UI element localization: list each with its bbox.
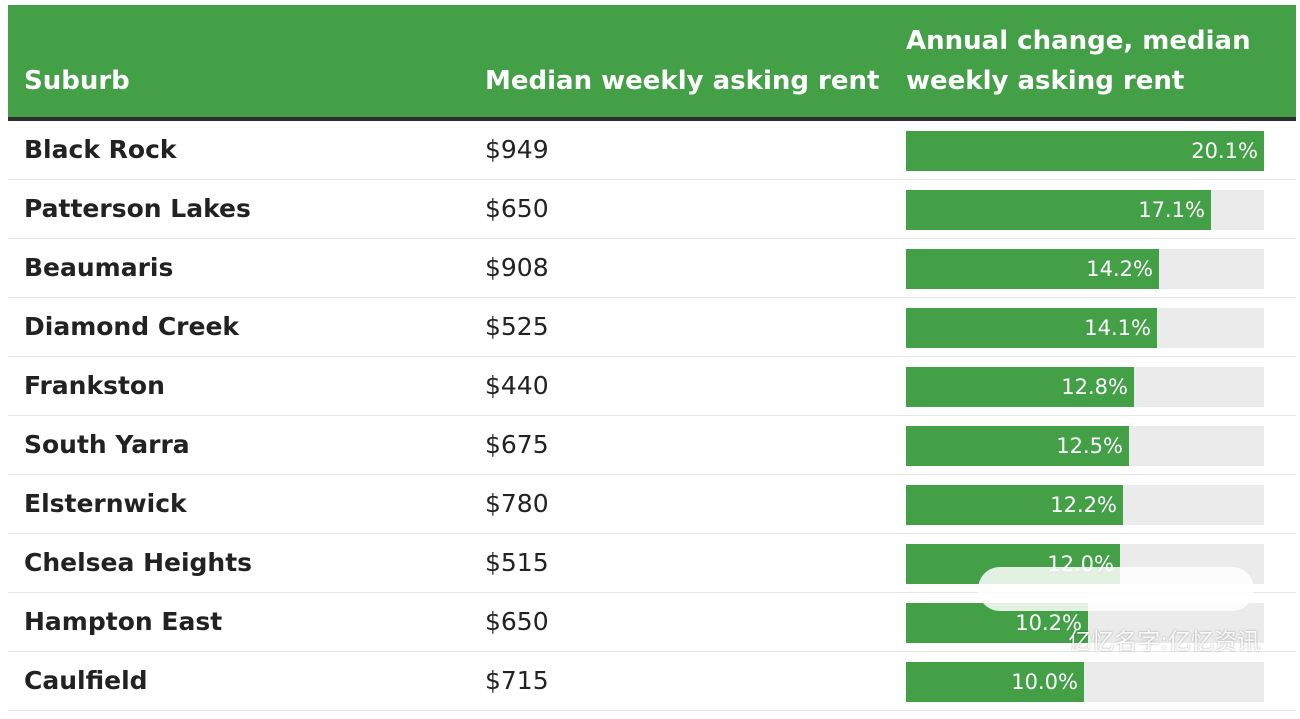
header-annual-change: Annual change, median weekly asking rent [906,26,1251,96]
median-rent-value: $525 [485,312,549,341]
suburb-name: Elsternwick [24,489,187,518]
table-row: South Yarra $675 12.5% [8,416,1296,475]
change-bar-track: 12.5% [906,426,1264,466]
table-row: Black Rock $949 20.1% [8,121,1296,180]
change-bar-label: 17.1% [1138,198,1205,222]
median-rent-value: $715 [485,666,549,695]
suburb-name: Diamond Creek [24,312,240,341]
median-rent-value: $949 [485,135,549,164]
suburb-name: Frankston [24,371,165,400]
suburb-name: Beaumaris [24,253,174,282]
change-bar-track: 12.2% [906,485,1264,525]
table-row: Frankston $440 12.8% [8,357,1296,416]
table-row: Caulfield $715 10.0% [8,652,1296,711]
change-bar: 10.0% [906,662,1084,702]
change-bar-track: 14.2% [906,249,1264,289]
change-bar-track: 14.1% [906,308,1264,348]
change-bar: 12.5% [906,426,1129,466]
change-bar: 14.2% [906,249,1159,289]
suburb-name: Caulfield [24,666,148,695]
change-bar: 12.8% [906,367,1134,407]
median-rent-value: $650 [485,194,549,223]
change-bar-label: 10.0% [1011,670,1078,694]
change-bar-label: 10.2% [1015,611,1082,635]
median-rent-value: $650 [485,607,549,636]
watermark-text: 亿忆名字:亿忆资讯 [1068,629,1260,655]
change-bar-label: 14.1% [1084,316,1151,340]
table-row: Patterson Lakes $650 17.1% [8,180,1296,239]
change-bar-track: 10.0% [906,662,1264,702]
suburb-name: South Yarra [24,430,190,459]
table-row: Beaumaris $908 14.2% [8,239,1296,298]
header-rent: Median weekly asking rent [485,66,880,96]
suburb-name: Hampton East [24,607,223,636]
change-bar-label: 12.2% [1050,493,1117,517]
change-bar: 20.1% [906,131,1264,171]
suburb-name: Chelsea Heights [24,548,253,577]
header-suburb: Suburb [24,66,130,96]
change-bar-label: 20.1% [1191,139,1258,163]
median-rent-value: $675 [485,430,549,459]
suburb-name: Black Rock [24,135,177,164]
table-row: Elsternwick $780 12.2% [8,475,1296,534]
suburb-name: Patterson Lakes [24,194,251,223]
change-bar: 12.2% [906,485,1123,525]
change-bar: 17.1% [906,190,1211,230]
median-rent-value: $440 [485,371,549,400]
median-rent-value: $515 [485,548,549,577]
change-bar-track: 17.1% [906,190,1264,230]
table-row: Diamond Creek $525 14.1% [8,298,1296,357]
change-bar-label: 12.5% [1056,434,1123,458]
median-rent-value: $908 [485,253,549,282]
median-rent-value: $780 [485,489,549,518]
table-header: Suburb Median weekly asking rent Annual … [8,5,1296,121]
change-bar-track: 12.8% [906,367,1264,407]
watermark-logo-pill [978,567,1254,611]
change-bar-track: 20.1% [906,131,1264,171]
change-bar-label: 12.8% [1061,375,1128,399]
change-bar: 14.1% [906,308,1157,348]
change-bar-label: 14.2% [1086,257,1153,281]
